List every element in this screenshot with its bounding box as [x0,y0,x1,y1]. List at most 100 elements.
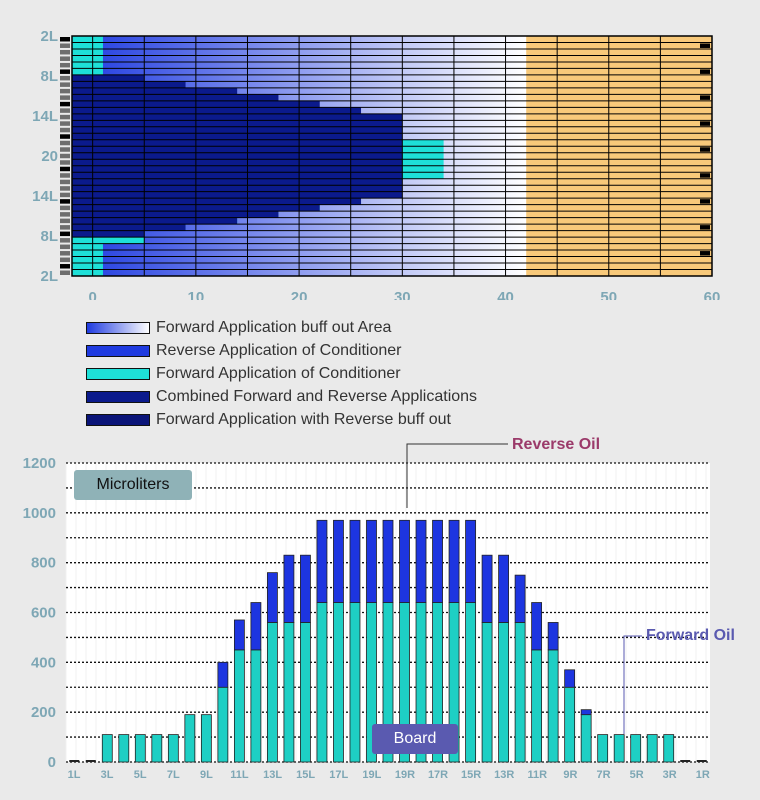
bar-forward-oil [580,714,592,763]
row-end-marker [700,147,710,152]
y-tick-label: 800 [31,555,56,572]
bar-forward-oil [333,602,344,763]
y-tick-label: 8L [40,228,58,245]
row-marker [60,166,70,172]
bar-forward-oil [531,649,543,763]
cyan-row [72,48,103,56]
row-marker [60,244,70,250]
dark-row [72,152,403,160]
row-marker [60,69,70,74]
x-tick-label: 7R [596,769,610,781]
dark-row [72,74,145,82]
y-tick-label: 1200 [23,455,56,472]
reverse-oil-leader [406,443,508,508]
x-tick-label: 7L [167,769,180,781]
x-tick-label: 1L [68,769,81,781]
bar-reverse-oil [415,519,427,603]
row-marker [60,95,70,100]
legend-item: Reverse Application of Conditioner [86,339,477,362]
dark-row [72,81,186,88]
bar-forward-oil [233,649,245,763]
y-tick-label: 2L [40,268,58,285]
x-tick-label: 13R [494,769,514,781]
row-end-marker [700,95,710,100]
x-tick-label: 9L [200,769,213,781]
bar-forward-oil [680,760,691,762]
x-tick-label: 11R [528,769,548,781]
cyan-row [72,256,103,264]
row-marker [60,238,70,243]
row-marker [60,218,70,224]
legend-item: Forward Application with Reverse buff ou… [86,408,477,431]
y-tick-label: 14L [32,188,58,205]
bar-forward-oil [646,734,658,763]
legend-swatch [86,367,150,380]
bar-forward-oil [85,760,96,762]
x-tick-label: 5R [630,769,644,781]
bar-forward-oil [300,622,311,763]
bar-reverse-oil [432,519,443,603]
row-marker [60,251,70,256]
row-end-marker [700,199,710,204]
row-marker [60,101,70,107]
bar-forward-oil [316,602,328,763]
forward-oil-leader [623,635,642,734]
dark-row [72,94,279,101]
legend-label: Forward Application buff out Area [156,318,392,336]
x-tick-label: 30 [394,289,411,300]
forward-oil-callout: Forward Oil [646,627,735,644]
cyan-row [72,269,103,276]
bar-reverse-oil [564,669,576,688]
row-marker [60,62,70,68]
bar-forward-oil [630,734,642,763]
bar-reverse-oil [481,554,493,623]
dark-row [72,120,403,127]
row-marker [60,88,70,94]
bar-reverse-oil [267,572,278,623]
row-marker [60,140,70,146]
dark-row [72,107,362,114]
row-marker [60,49,70,55]
row-marker [60,121,70,126]
row-marker [60,56,70,61]
x-tick-label: 19L [362,769,381,781]
bar-reverse-oil [399,519,410,603]
microliters-label: Microliters [74,470,192,500]
x-tick-label: 10 [188,289,205,300]
cyan-row [72,36,103,43]
bar-forward-oil [118,734,130,763]
bar-forward-oil [101,734,113,763]
cyan-row [72,68,103,75]
bar-forward-oil [283,622,295,763]
row-marker [60,186,70,191]
bar-forward-oil [217,686,229,763]
bar-forward-oil [696,760,707,762]
y-tick-label: 0 [48,754,56,771]
row-marker [60,173,70,178]
row-marker [60,82,70,87]
y-tick-label: 14L [32,108,58,125]
row-marker [60,225,70,230]
bar-reverse-oil [531,602,543,651]
bar-forward-oil [613,734,625,763]
row-end-marker [700,69,710,74]
dark-row [72,217,238,225]
plot-border [71,35,713,277]
x-tick-label: 17L [329,769,348,781]
row-marker [60,192,70,198]
conditioner-heatmap-chart: 0 10 20 30 40 50 60 2L 8L 14L 20 14L 8L 2L [32,28,720,300]
bar-forward-oil [151,734,163,763]
bar-reverse-oil [382,519,394,603]
y-tick-label: 400 [31,654,56,671]
bar-forward-oil [69,760,80,762]
bar-reverse-oil [465,519,476,603]
bar-forward-oil [564,686,576,763]
bar-reverse-oil [316,519,328,603]
dark-row [72,113,403,121]
row-marker [60,37,70,42]
row-end-marker [700,43,710,48]
bar-forward-oil [597,734,609,763]
row-marker [60,127,70,133]
legend-label: Forward Application of Conditioner [156,364,401,382]
x-tick-label: 15R [461,769,481,781]
